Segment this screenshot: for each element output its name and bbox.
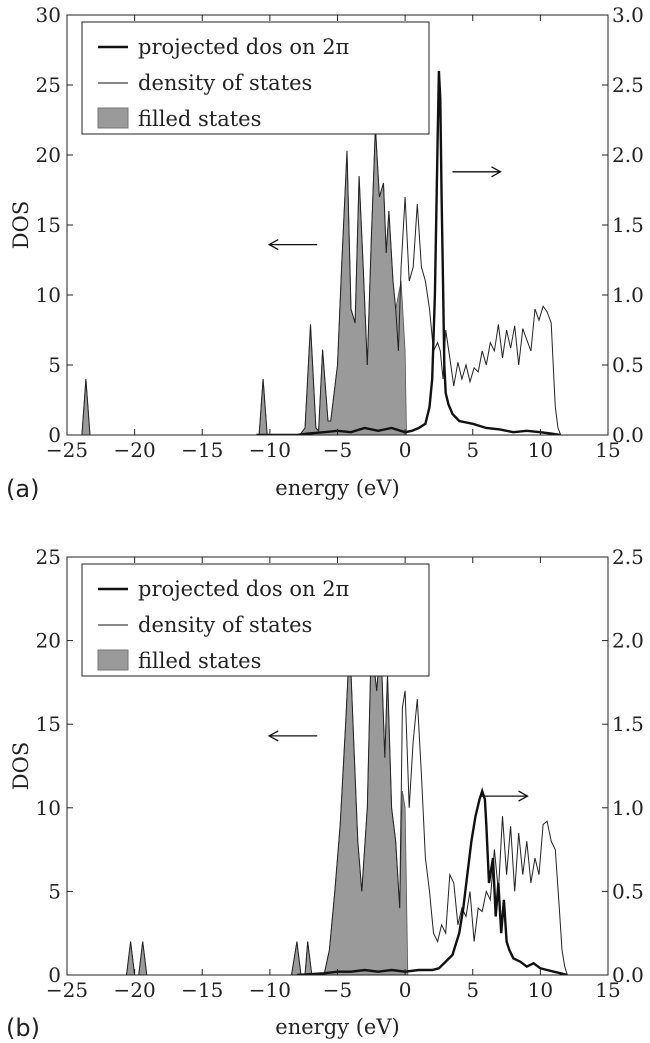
y2-tick-label: 2.5 [612,545,644,569]
arrow-head [518,790,529,802]
y-tick-label: 15 [36,213,61,237]
plot-area [75,70,562,435]
arrow-head [491,166,502,178]
x-tick-label: 15 [595,978,620,1002]
x-tick-label: 15 [595,438,620,462]
y-axis-title: DOS [9,201,33,249]
y-tick-label: 5 [48,879,61,903]
y2-tick-label: 1.5 [612,712,644,736]
arrow-head [267,239,279,251]
x-tick-label: 0 [399,438,412,462]
legend-label: filled states [138,107,261,131]
y-tick-label: 10 [36,796,61,820]
x-tick-label: 5 [466,438,479,462]
y2-tick-label: 0.0 [612,963,644,987]
x-axis-title: energy (eV) [275,476,399,500]
y-tick-label: 20 [36,629,61,653]
x-tick-label: −15 [181,978,223,1002]
legend-box [81,21,430,135]
legend-swatch-filled [97,107,129,129]
y-tick-label: 30 [36,3,61,27]
legend-label: density of states [138,613,312,637]
legend-label: projected dos on 2π [138,35,350,59]
y2-tick-label: 0.5 [612,879,644,903]
x-tick-label: 5 [466,978,479,1002]
x-tick-label: 10 [528,438,553,462]
panel-label: (a) [6,475,39,503]
y2-tick-label: 2.0 [612,143,644,167]
arrow-left-icon [267,730,318,742]
y2-tick-label: 2.5 [612,73,644,97]
legend-label: density of states [138,71,312,95]
x-tick-label: −15 [181,438,223,462]
series-projected-dos [256,70,561,435]
x-axis-title: energy (eV) [275,1015,399,1039]
plot-area [126,640,568,975]
legend: projected dos on 2π density of states fill… [81,21,430,135]
y-tick-label: 15 [36,712,61,736]
y2-tick-label: 1.0 [612,796,644,820]
x-tick-label: −10 [249,978,291,1002]
legend-box [81,563,430,677]
y-tick-label: 5 [48,353,61,377]
x-tick-label: −20 [114,438,156,462]
x-tick-label: −5 [323,978,352,1002]
series-density-of-states [75,126,562,435]
y-tick-label: 10 [36,283,61,307]
series-filled-states [126,640,409,975]
x-tick-label: 10 [528,978,553,1002]
x-tick-label: −5 [323,438,352,462]
y-tick-label: 25 [36,73,61,97]
y2-tick-label: 2.0 [612,629,644,653]
y-tick-label: 0 [48,423,61,447]
x-tick-label: −20 [114,978,156,1002]
series-filled-states [75,126,407,435]
y2-tick-label: 0.5 [612,353,644,377]
legend: projected dos on 2π density of states fill… [81,563,430,677]
panel-label: (b) [6,1014,40,1042]
series-projected-dos [296,787,568,975]
y-tick-label: 20 [36,143,61,167]
y-axis-title: DOS [9,742,33,790]
y-tick-label: 0 [48,963,61,987]
y2-tick-label: 1.5 [612,213,644,237]
arrow-right-icon [479,790,529,802]
legend-swatch-filled [97,649,129,671]
x-tick-label: −25 [46,978,88,1002]
series-density-of-states [126,640,568,975]
legend-label: filled states [138,649,261,673]
arrow-right-icon [452,166,502,178]
chart-panel-a: −25 −20 −15 −10 −5 0 5 10 15 0 5 10 15 20 25 30 0.0 0.5 1.… [6,3,644,503]
y2-tick-label: 0.0 [612,423,644,447]
y2-tick-label: 3.0 [612,3,644,27]
y2-tick-label: 1.0 [612,283,644,307]
chart-panel-b: −25 −20 −15 −10 −5 0 5 10 15 0 5 10 15 20 25 0.0 0.5 1.0 1… [6,545,644,1042]
y-tick-label: 25 [36,545,61,569]
arrow-left-icon [267,239,318,251]
arrow-head [267,730,279,742]
x-tick-label: −25 [46,438,88,462]
x-tick-label: −10 [249,438,291,462]
x-tick-label: 0 [399,978,412,1002]
legend-label: projected dos on 2π [138,577,350,601]
